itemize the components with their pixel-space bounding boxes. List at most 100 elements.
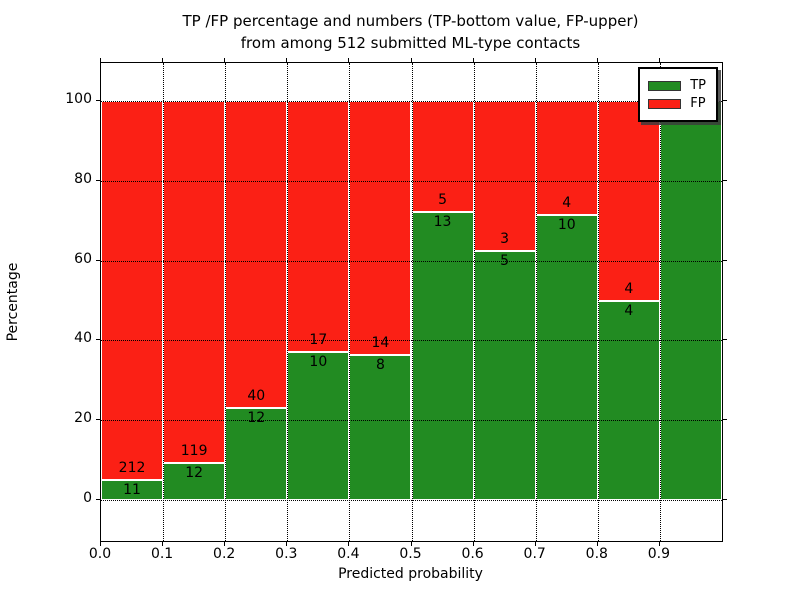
legend-item: TP [648,78,706,93]
tp-count-label: 8 [375,356,385,373]
y-tick-mark [96,499,100,500]
vertical-gridline [473,63,475,541]
x-tick-mark [100,542,101,546]
tp-count-label: 10 [309,354,328,371]
tp-count-label: 11 [123,482,141,499]
legend-item-label: FP [690,96,706,111]
x-tick-mark [658,542,660,546]
y-tick-mark [96,100,100,101]
y-axis-label: Percentage [5,262,21,342]
bar-segment-tp [535,215,598,500]
x-tick-mark [286,542,288,546]
y-tick-label: 40 [74,330,92,347]
y-tick-mark-right [723,419,727,421]
tp-count-label: 4 [624,302,634,319]
y-tick-mark [96,419,100,421]
y-tick-mark-right [723,179,727,181]
bar-segment-tp [411,211,474,500]
bar-segment-fp [225,101,288,408]
bar-segment-tp [349,354,412,500]
fp-count-label: 212 [118,460,146,477]
vertical-gridline [597,63,599,541]
x-tick-mark-top [534,58,536,62]
tp-count-label: 5 [500,252,510,269]
x-tick-label: 0.9 [647,546,671,562]
x-tick-label: 0.7 [523,546,546,562]
x-tick-mark-top [472,58,474,62]
y-tick-mark-right [723,339,727,341]
x-tick-mark [224,542,226,546]
y-tick-mark [96,339,100,341]
y-tick-mark [96,179,100,181]
bar-segment-tp [659,101,722,500]
chart-title-line1: TP /FP percentage and numbers (TP-bottom… [182,12,639,30]
legend-item-label: TP [690,78,706,93]
bar-segment-fp [163,101,226,464]
vertical-gridline [287,63,289,541]
bar-segment-fp [473,101,536,251]
fp-legend-swatch [648,98,682,109]
bar-segment-tp [597,300,660,500]
x-tick-label: 0.6 [461,546,484,562]
x-tick-label: 0.8 [585,546,608,562]
x-tick-mark [410,542,412,546]
x-tick-label: 0.3 [275,546,298,562]
fp-count-label: 3 [500,230,510,247]
bar-segment-fp [349,101,412,355]
fp-count-label: 4 [624,280,634,297]
vertical-gridline [163,63,165,541]
y-tick-label: 80 [74,170,92,187]
x-tick-label: 0.1 [150,546,174,562]
y-tick-mark-right [723,499,727,500]
y-tick-label: 100 [65,91,92,107]
x-tick-mark-top [348,58,350,62]
legend-item: FP [648,96,706,111]
x-tick-mark-top [100,58,101,62]
bar-segment-fp [101,101,164,481]
x-tick-mark-top [658,58,660,62]
chart-title-line2: from among 512 submitted ML-type contact… [240,34,581,52]
fp-count-label: 119 [180,443,208,460]
x-tick-mark [162,542,164,546]
y-tick-mark [96,259,100,261]
tp-legend-swatch [648,80,682,91]
tp-count-label: 10 [557,217,576,233]
x-tick-mark-top [286,58,288,62]
y-tick-label: 0 [83,490,92,506]
vertical-gridline [659,63,661,541]
bar-segment-tp [287,352,350,500]
x-tick-mark [534,542,536,546]
vertical-gridline [225,63,227,541]
x-tick-mark-top [596,58,598,62]
y-tick-mark-right [723,100,727,101]
y-tick-label: 60 [74,250,92,267]
vertical-gridline [349,63,351,541]
bar-segment-tp [101,480,164,500]
fp-count-label: 40 [247,387,266,404]
x-tick-mark-top [162,58,164,62]
y-tick-mark-right [723,259,727,261]
x-axis-label: Predicted probability [338,566,483,582]
bar-segment-fp [287,101,350,353]
y-tick-label: 20 [74,410,92,427]
x-tick-mark-top [410,58,412,62]
fp-count-label: 17 [309,332,328,349]
x-tick-label: 0.0 [88,546,112,562]
vertical-gridline [411,63,413,541]
legend: TP FP [638,67,718,122]
bar-segment-tp [163,463,226,500]
x-tick-mark [596,542,598,546]
x-tick-label: 0.2 [213,546,236,562]
fp-count-label: 14 [371,334,390,351]
vertical-gridline [535,63,537,541]
fp-count-label: 5 [438,191,447,208]
x-tick-mark [472,542,474,546]
tp-count-label: 12 [185,465,204,482]
tp-count-label: 13 [433,213,452,230]
x-tick-label: 0.4 [337,546,360,562]
bar-segment-fp [535,101,598,215]
tp-count-label: 12 [247,409,266,426]
fp-count-label: 4 [562,195,572,211]
